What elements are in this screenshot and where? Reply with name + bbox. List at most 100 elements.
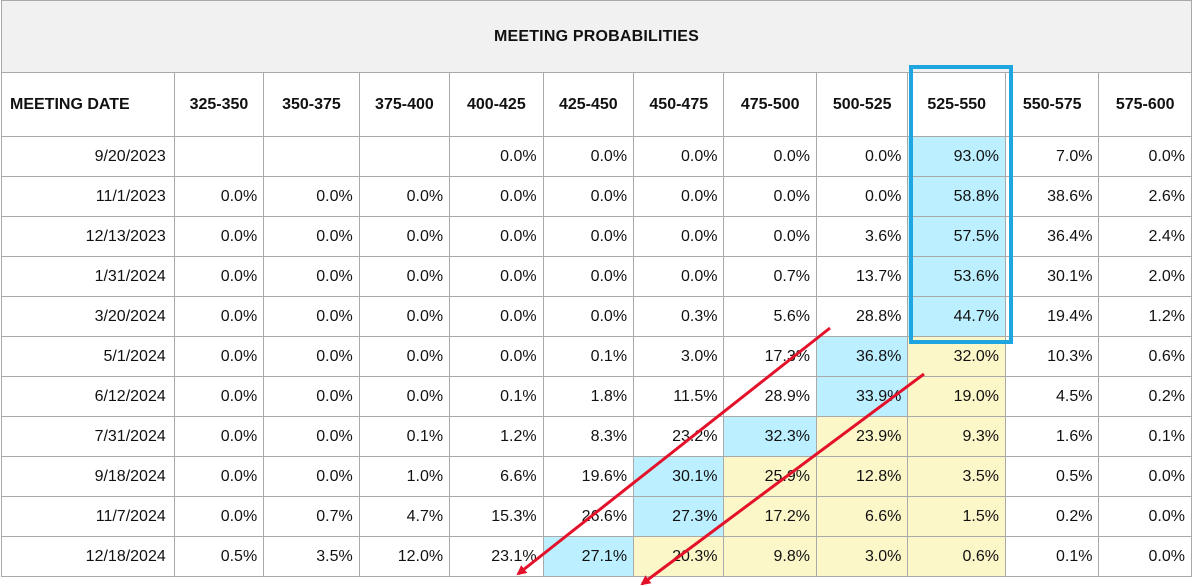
table-row: 11/7/2024 0.0% 0.7% 4.7% 15.3% 26.6% 27.3% 17.2… (1, 496, 1192, 537)
probability-cell: 0.0% (173, 456, 265, 497)
probability-cell: 0.0% (449, 296, 544, 337)
probability-cell: 10.3% (1004, 336, 1100, 377)
column-header-row: MEETING DATE 325-350 350-375 375-400 400-42… (1, 72, 1192, 137)
probability-cell: 3.5% (263, 536, 360, 577)
probability-cell: 23.2% (633, 416, 725, 457)
probability-cell: 0.0% (633, 136, 725, 177)
probability-cell: 93.0% (907, 136, 1006, 177)
probability-cell: 0.0% (449, 256, 544, 297)
probability-cell: 3.6% (815, 216, 909, 257)
meeting-date-cell: 1/31/2024 (1, 256, 175, 297)
probability-cell: 0.3% (633, 296, 725, 337)
probability-cell: 9.8% (723, 536, 817, 577)
table-row: 6/12/2024 0.0% 0.0% 0.0% 0.1% 1.8% 11.5% 28.9% 3… (1, 376, 1192, 417)
probability-cell: 27.1% (542, 536, 635, 577)
probability-cell: 0.0% (173, 176, 265, 217)
probability-cell: 0.0% (263, 256, 360, 297)
range-header-575-600: 575-600 (1098, 72, 1192, 137)
probability-cell: 19.0% (907, 376, 1006, 417)
probability-cell: 6.6% (815, 496, 909, 537)
probability-cell: 0.0% (173, 336, 265, 377)
range-header-400-425: 400-425 (449, 72, 544, 137)
probability-cell: 30.1% (633, 456, 725, 497)
probability-cell: 0.0% (263, 296, 360, 337)
probability-cell: 32.0% (907, 336, 1006, 377)
probability-cell: 0.0% (263, 376, 360, 417)
probability-cell: 17.2% (723, 496, 817, 537)
meeting-date-cell: 9/20/2023 (1, 136, 175, 177)
probability-cell: 0.0% (263, 176, 360, 217)
probability-cell: 2.6% (1098, 176, 1192, 217)
probability-cell: 0.0% (633, 256, 725, 297)
probability-cell: 19.4% (1004, 296, 1100, 337)
probability-cell: 0.0% (263, 216, 360, 257)
probability-cell: 0.0% (449, 176, 544, 217)
range-header-475-500: 475-500 (723, 72, 817, 137)
meeting-date-cell: 12/13/2023 (1, 216, 175, 257)
probability-cell: 0.0% (1098, 456, 1192, 497)
probability-cell: 3.5% (907, 456, 1006, 497)
probability-cell: 4.7% (358, 496, 451, 537)
probability-cell: 1.5% (907, 496, 1006, 537)
probability-cell: 1.2% (449, 416, 544, 457)
probability-cell: 0.0% (263, 336, 360, 377)
probability-cell: 0.6% (907, 536, 1006, 577)
probability-cell: 19.6% (542, 456, 635, 497)
meeting-date-cell: 11/7/2024 (1, 496, 175, 537)
probability-cell: 0.0% (723, 216, 817, 257)
probability-cell: 17.3% (723, 336, 817, 377)
probability-cell: 0.0% (263, 416, 360, 457)
probability-cell: 0.0% (173, 496, 265, 537)
probability-cell: 0.7% (263, 496, 360, 537)
meeting-date-header: MEETING DATE (1, 72, 175, 137)
probability-cell: 0.6% (1098, 336, 1192, 377)
range-header-350-375: 350-375 (263, 72, 360, 137)
probability-cell: 0.0% (173, 376, 265, 417)
probability-cell: 3.0% (633, 336, 725, 377)
probability-cell: 0.0% (358, 216, 451, 257)
probability-cell: 57.5% (907, 216, 1006, 257)
table-row: 12/13/2023 0.0% 0.0% 0.0% 0.0% 0.0% 0.0% 0.0% 3.… (1, 216, 1192, 257)
probability-cell: 0.0% (358, 176, 451, 217)
probability-cell: 9.3% (907, 416, 1006, 457)
probability-cell: 0.0% (358, 336, 451, 377)
probability-cell: 0.0% (449, 216, 544, 257)
table-title: MEETING PROBABILITIES (1, 0, 1192, 73)
probability-cell: 0.5% (173, 536, 265, 577)
probability-cell: 0.0% (542, 256, 635, 297)
probability-cell: 44.7% (907, 296, 1006, 337)
probability-cell: 0.1% (1004, 536, 1100, 577)
probability-cell: 36.8% (815, 336, 909, 377)
probability-cell: 0.0% (358, 296, 451, 337)
probability-cell: 0.0% (723, 176, 817, 217)
probability-cell: 0.1% (358, 416, 451, 457)
range-header-425-450: 425-450 (542, 72, 635, 137)
range-header-325-350: 325-350 (173, 72, 265, 137)
probability-cell (358, 136, 451, 177)
probability-cell: 36.4% (1004, 216, 1100, 257)
probability-cell: 58.8% (907, 176, 1006, 217)
probability-cell: 33.9% (815, 376, 909, 417)
probability-cell (173, 136, 265, 177)
probability-cell: 0.0% (542, 216, 635, 257)
probability-cell: 0.0% (542, 176, 635, 217)
probability-cell: 4.5% (1004, 376, 1100, 417)
probability-cell: 0.1% (542, 336, 635, 377)
meeting-date-cell: 5/1/2024 (1, 336, 175, 377)
table-body: 9/20/2023 0.0% 0.0% 0.0% 0.0% 0.0% 93.0% 7.0% 0.… (1, 136, 1192, 577)
meeting-date-cell: 7/31/2024 (1, 416, 175, 457)
probability-cell: 23.9% (815, 416, 909, 457)
probability-cell: 25.9% (723, 456, 817, 497)
probability-cell: 1.2% (1098, 296, 1192, 337)
probability-cell: 30.1% (1004, 256, 1100, 297)
meeting-date-cell: 6/12/2024 (1, 376, 175, 417)
probability-cell: 0.0% (723, 136, 817, 177)
probability-cell: 0.1% (449, 376, 544, 417)
table-row: 9/18/2024 0.0% 0.0% 1.0% 6.6% 19.6% 30.1% 25.9%… (1, 456, 1192, 497)
probability-cell: 0.0% (173, 416, 265, 457)
meeting-date-cell: 3/20/2024 (1, 296, 175, 337)
probability-cell: 23.1% (449, 536, 544, 577)
probability-cell: 1.0% (358, 456, 451, 497)
probability-cell: 0.2% (1098, 376, 1192, 417)
